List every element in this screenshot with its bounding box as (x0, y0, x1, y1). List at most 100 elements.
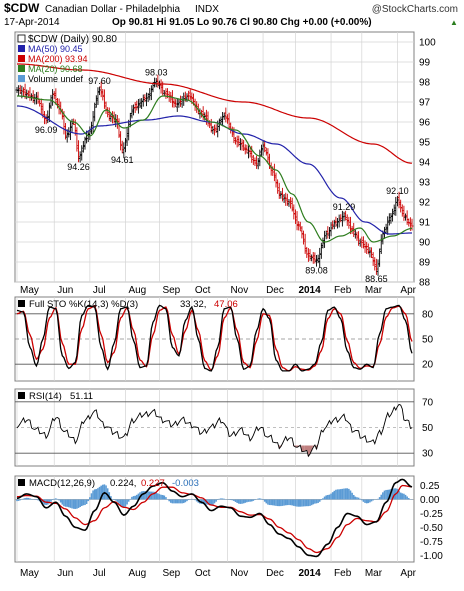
macd-hist-bar (372, 499, 374, 500)
macd-hist-bar (164, 496, 166, 500)
macd-hist-bar (291, 499, 293, 505)
macd-hist-bar (159, 494, 161, 499)
macd-hist-bar (18, 499, 20, 500)
macd-hist-bar (79, 499, 81, 507)
macd-hist-bar (191, 499, 193, 500)
y-tick-label-rsi: 70 (422, 397, 434, 408)
macd-hist-bar (306, 499, 308, 506)
macd-hist-bar (220, 498, 222, 499)
legend-swatch-ma20 (18, 65, 25, 72)
macd-hist-bar (29, 498, 31, 499)
macd-hist-bar (272, 499, 274, 505)
macd-hist-bar (160, 495, 162, 500)
macd-hist-bar (321, 499, 323, 500)
macd-hist-bar (274, 499, 276, 505)
x-tick-label: Feb (334, 285, 352, 296)
legend-stoch-d: 47.06 (214, 299, 238, 310)
macd-hist-bar (254, 499, 256, 500)
macd-hist-bar (308, 499, 310, 506)
macd-hist-bar (217, 499, 219, 500)
macd-hist-bar (128, 499, 130, 501)
macd-hist-bar (405, 495, 407, 500)
y-tick-label-price: 97 (419, 98, 431, 109)
y-tick-label-price: 96 (419, 118, 431, 129)
legend-volume: Volume undef (28, 74, 84, 84)
macd-hist-bar (304, 499, 306, 506)
macd-hist-bar (296, 499, 298, 506)
macd-hist-bar (249, 499, 251, 501)
macd-hist-bar (19, 499, 21, 500)
y-tick-label-price: 98 (419, 78, 431, 89)
macd-hist-bar (91, 493, 93, 499)
macd-hist-bar (168, 499, 170, 501)
macd-hist-bar (181, 499, 183, 503)
macd-hist-bar (83, 499, 85, 505)
y-tick-label-price: 94 (419, 158, 431, 169)
symbol-label: $CDW (4, 1, 40, 15)
y-tick-label-price: 95 (419, 138, 431, 149)
price-annotation: 98.03 (145, 67, 168, 77)
macd-hist-bar (267, 499, 269, 504)
macd-hist-bar (84, 499, 86, 505)
macd-hist-bar (92, 490, 94, 499)
macd-hist-bar (363, 499, 365, 501)
macd-hist-bar (287, 499, 289, 505)
macd-hist-bar (125, 499, 127, 506)
macd-hist-bar (384, 491, 386, 500)
legend-rsi-value: 51.11 (70, 391, 93, 402)
x-tick-label: Oct (195, 568, 211, 579)
macd-hist-bar (261, 499, 263, 500)
macd-hist-bar (246, 499, 248, 502)
price-annotation: 91.29 (333, 202, 356, 212)
macd-hist-bar (324, 497, 326, 500)
macd-hist-bar (186, 499, 188, 501)
macd-hist-bar (173, 499, 175, 503)
macd-hist-bar (131, 497, 133, 500)
macd-hist-bar (319, 499, 321, 501)
macd-hist-bar (322, 498, 324, 499)
macd-hist-bar (340, 489, 342, 499)
price-annotation: 97.60 (88, 76, 111, 86)
legend-swatch-price (18, 35, 25, 42)
macd-hist-bar (311, 499, 313, 505)
watermark: @StockCharts.com (372, 4, 458, 15)
macd-hist-bar (317, 499, 319, 502)
y-tick-label-stoch: 80 (422, 309, 434, 320)
y-tick-label-macd: -0.50 (420, 523, 443, 534)
macd-hist-bar (398, 491, 400, 500)
macd-hist-bar (337, 489, 339, 499)
macd-hist-bar (236, 499, 238, 502)
macd-hist-bar (327, 495, 329, 499)
macd-hist-bar (76, 499, 78, 508)
macd-hist-bar (356, 497, 358, 499)
macd-hist-bar (233, 499, 235, 501)
x-tick-label: May (20, 285, 39, 296)
macd-hist-bar (104, 484, 106, 499)
y-tick-label-macd: 0.00 (420, 495, 440, 506)
macd-hist-bar (123, 499, 125, 507)
macd-hist-bar (248, 499, 250, 501)
y-tick-label-price: 88 (419, 278, 431, 289)
price-annotation: 94.61 (111, 155, 134, 165)
macd-hist-bar (283, 499, 285, 505)
macd-hist-bar (133, 496, 135, 499)
macd-hist-bar (264, 499, 266, 501)
macd-hist-bar (301, 499, 303, 506)
legend-ma50: MA(50) 90.45 (28, 44, 83, 54)
macd-hist-bar (170, 499, 172, 502)
macd-hist-bar (293, 499, 295, 505)
macd-hist-bar (121, 499, 123, 506)
macd-hist-bar (185, 499, 187, 502)
quote-date: 17-Apr-2014 (4, 17, 60, 28)
macd-hist-bar (338, 489, 340, 499)
macd-hist-bar (36, 499, 38, 500)
macd-hist-bar (266, 499, 268, 503)
macd-hist-bar (364, 499, 366, 502)
macd-hist-bar (366, 499, 368, 503)
macd-hist-bar (358, 498, 360, 500)
y-tick-label-price: 100 (419, 38, 436, 49)
macd-hist-bar (282, 499, 284, 505)
x-tick-label: Aug (128, 285, 146, 296)
macd-hist-bar (175, 499, 177, 503)
macd-hist-bar (113, 499, 115, 500)
